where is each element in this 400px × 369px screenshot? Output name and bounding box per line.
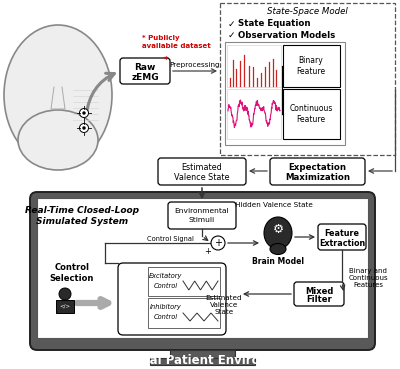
Circle shape — [82, 126, 86, 130]
Circle shape — [80, 124, 88, 132]
Text: Control Signal: Control Signal — [146, 236, 194, 242]
Text: Inhibitory: Inhibitory — [150, 304, 182, 310]
Text: Estimated
Valence
State: Estimated Valence State — [206, 295, 242, 315]
Bar — [170, 350, 235, 359]
Circle shape — [80, 108, 88, 117]
Text: Environmental: Environmental — [175, 208, 229, 214]
Bar — [227, 89, 281, 139]
Text: Feature: Feature — [324, 228, 360, 238]
Text: Mixed: Mixed — [305, 286, 333, 296]
FancyArrowPatch shape — [77, 299, 108, 307]
FancyBboxPatch shape — [168, 202, 236, 229]
Text: Filter: Filter — [306, 296, 332, 304]
Ellipse shape — [264, 217, 292, 249]
Text: Control: Control — [154, 314, 178, 320]
Text: ✓: ✓ — [228, 20, 236, 28]
Text: ✓: ✓ — [228, 31, 236, 39]
FancyBboxPatch shape — [294, 282, 344, 306]
Ellipse shape — [4, 25, 112, 165]
Text: Valence State: Valence State — [174, 172, 230, 182]
Circle shape — [82, 111, 86, 115]
FancyBboxPatch shape — [30, 192, 375, 350]
Text: Binary
Feature: Binary Feature — [296, 56, 326, 76]
Text: Preprocessing: Preprocessing — [170, 62, 220, 68]
Text: Control: Control — [154, 283, 178, 289]
Text: Raw: Raw — [134, 63, 156, 72]
Circle shape — [211, 236, 225, 250]
Text: available dataset: available dataset — [142, 43, 211, 49]
Text: +: + — [214, 238, 222, 248]
Circle shape — [59, 288, 71, 300]
Bar — [220, 3, 395, 155]
Text: Maximization: Maximization — [285, 172, 350, 182]
FancyBboxPatch shape — [120, 58, 170, 84]
Text: State Equation: State Equation — [238, 20, 310, 28]
Text: Hidden Valence State: Hidden Valence State — [235, 202, 313, 208]
Bar — [148, 267, 220, 296]
Text: +: + — [204, 248, 212, 256]
Ellipse shape — [270, 244, 286, 255]
FancyBboxPatch shape — [270, 158, 365, 185]
FancyBboxPatch shape — [118, 263, 226, 335]
FancyBboxPatch shape — [318, 224, 366, 250]
Text: zEMG: zEMG — [131, 72, 159, 82]
Bar — [56, 300, 74, 313]
Bar — [37, 198, 368, 338]
Text: Expectation: Expectation — [288, 162, 346, 172]
FancyBboxPatch shape — [158, 158, 246, 185]
Text: Binary and
Continuous
Features: Binary and Continuous Features — [348, 268, 388, 288]
Text: Estimated: Estimated — [182, 162, 222, 172]
Ellipse shape — [18, 110, 98, 170]
Text: Observation Models: Observation Models — [238, 31, 335, 39]
Text: Real-Time Closed-Loop
Simulated System: Real-Time Closed-Loop Simulated System — [25, 206, 139, 226]
Text: Continuous
Feature: Continuous Feature — [289, 104, 333, 124]
Bar — [150, 358, 255, 365]
Text: </>: </> — [60, 303, 70, 308]
Text: Virtual Patient Environment: Virtual Patient Environment — [118, 354, 302, 366]
Text: ⚙: ⚙ — [272, 223, 284, 235]
FancyArrowPatch shape — [86, 73, 114, 114]
Text: State-Space Model: State-Space Model — [267, 7, 347, 17]
Text: Excitatory: Excitatory — [149, 273, 183, 279]
Text: Stimuli: Stimuli — [189, 217, 215, 223]
Text: * Publicly: * Publicly — [142, 35, 180, 41]
Text: Control
Selection: Control Selection — [50, 263, 94, 283]
Bar — [227, 45, 281, 87]
Text: Brain Model: Brain Model — [252, 256, 304, 266]
Text: Extraction: Extraction — [319, 238, 365, 248]
Text: *: * — [164, 55, 168, 65]
Bar — [148, 298, 220, 328]
Bar — [225, 42, 345, 145]
Bar — [283, 89, 340, 139]
Bar — [283, 45, 340, 87]
